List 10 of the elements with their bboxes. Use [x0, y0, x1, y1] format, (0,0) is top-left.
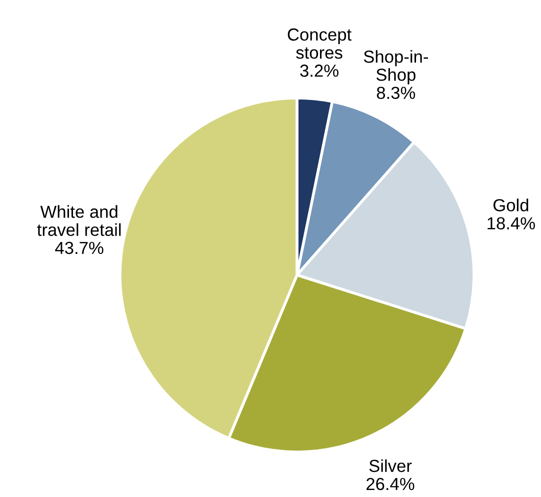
slice-label: Concept stores	[288, 28, 352, 59]
slice-label: Shop-in- Shop	[364, 50, 428, 84]
slice-label: Gold	[493, 198, 528, 212]
data-label: 3.2%	[300, 64, 338, 77]
data-label: 18.4%	[488, 217, 535, 230]
slice-label: White and travel retail	[37, 205, 121, 236]
data-label: 26.4%	[366, 478, 414, 490]
data-label: 8.3%	[376, 86, 416, 99]
slice-label: Silver	[369, 459, 412, 472]
data-label: 43.7%	[55, 242, 104, 254]
